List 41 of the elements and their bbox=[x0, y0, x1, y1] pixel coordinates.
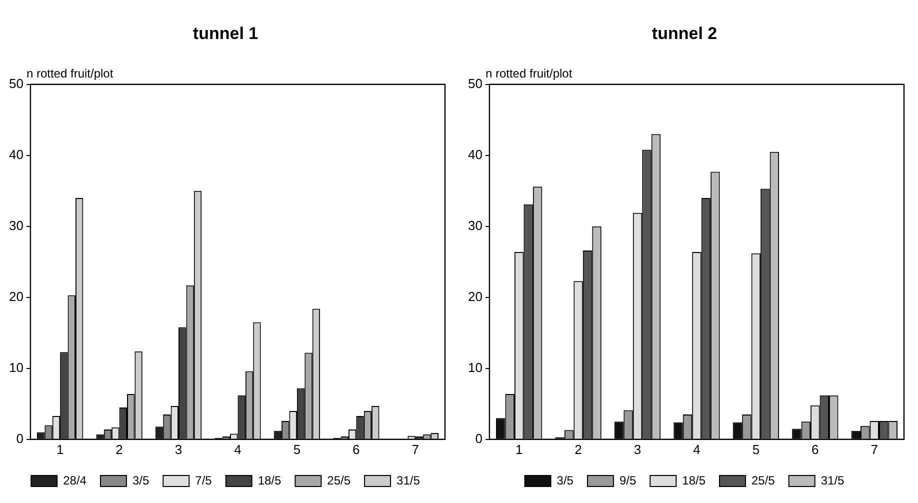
legend-label: 18/5 bbox=[258, 473, 282, 488]
y-tick-label: 50 bbox=[8, 76, 24, 91]
x-tick-label: 3 bbox=[634, 442, 642, 457]
chart-title: tunnel 2 bbox=[652, 24, 718, 43]
legend-label: 25/5 bbox=[752, 473, 776, 488]
y-tick-label: 10 bbox=[468, 360, 482, 375]
legend-label: 3/5 bbox=[556, 473, 574, 488]
y-tick-label: 0 bbox=[475, 430, 482, 446]
legend-label: 25/5 bbox=[327, 473, 351, 488]
y-tick-label: 20 bbox=[8, 288, 24, 304]
y-tick-label: 10 bbox=[8, 360, 24, 375]
y-tick-label: 40 bbox=[468, 146, 482, 162]
legend-label: 28/4 bbox=[63, 473, 87, 488]
y-tick-label: 50 bbox=[468, 76, 482, 91]
legend-label: 9/5 bbox=[619, 473, 636, 488]
x-tick-label: 3 bbox=[174, 442, 182, 457]
x-tick-label: 7 bbox=[870, 442, 878, 457]
chart-title: tunnel 1 bbox=[192, 24, 258, 43]
x-tick-label: 4 bbox=[234, 442, 242, 457]
legend-label: 3/5 bbox=[132, 473, 150, 488]
x-tick-label: 2 bbox=[116, 442, 123, 457]
legend-label: 31/5 bbox=[820, 473, 845, 488]
y-tick-label: 30 bbox=[8, 218, 24, 233]
x-tick-label: 6 bbox=[812, 442, 819, 457]
x-tick-label: 4 bbox=[693, 442, 700, 457]
y-axis-title: n rotted fruit/plot bbox=[485, 66, 573, 81]
x-tick-label: 1 bbox=[56, 442, 64, 457]
x-tick-label: 2 bbox=[574, 442, 582, 457]
y-tick-label: 30 bbox=[468, 218, 482, 233]
y-tick-label: 20 bbox=[468, 288, 482, 304]
x-tick-label: 6 bbox=[352, 442, 360, 457]
legend-label: 7/5 bbox=[195, 473, 212, 488]
x-tick-label: 5 bbox=[293, 442, 301, 457]
x-tick-label: 1 bbox=[515, 442, 523, 457]
legend-label: 31/5 bbox=[396, 473, 420, 488]
legend-label: 18/5 bbox=[682, 473, 706, 488]
y-tick-label: 0 bbox=[16, 430, 24, 446]
x-tick-label: 5 bbox=[752, 442, 760, 457]
y-axis-title: n rotted fruit/plot bbox=[26, 66, 114, 81]
y-tick-label: 40 bbox=[8, 146, 24, 162]
x-tick-label: 7 bbox=[412, 442, 420, 457]
